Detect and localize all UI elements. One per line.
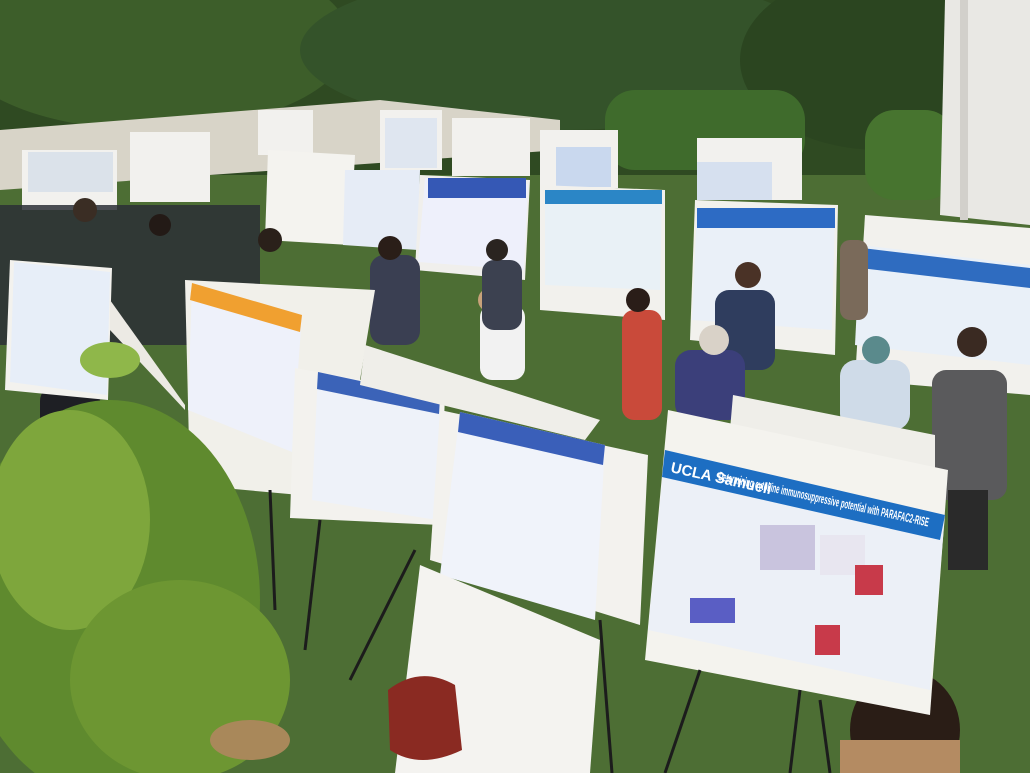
backpack bbox=[388, 676, 462, 760]
building-column bbox=[960, 0, 968, 220]
hedge bbox=[865, 110, 955, 200]
poster-figures bbox=[690, 525, 883, 655]
poster bbox=[312, 372, 440, 520]
back-posters bbox=[28, 118, 772, 200]
foreground-bush bbox=[0, 342, 290, 773]
board bbox=[360, 345, 600, 440]
poster-header bbox=[458, 412, 605, 465]
poster-header bbox=[860, 248, 1030, 288]
poster-header bbox=[697, 208, 835, 228]
poster bbox=[188, 283, 302, 452]
poster-header bbox=[317, 372, 440, 414]
easel-legs bbox=[193, 484, 832, 773]
poster-header bbox=[662, 450, 945, 540]
board bbox=[265, 150, 355, 245]
poster-header bbox=[428, 178, 526, 198]
tree bbox=[0, 0, 350, 130]
poster-header bbox=[190, 283, 302, 332]
board bbox=[110, 300, 185, 410]
poster bbox=[343, 170, 420, 250]
poster bbox=[545, 190, 662, 290]
building bbox=[940, 0, 1030, 225]
poster-header bbox=[545, 190, 662, 204]
board bbox=[730, 395, 935, 470]
poster bbox=[440, 412, 605, 620]
